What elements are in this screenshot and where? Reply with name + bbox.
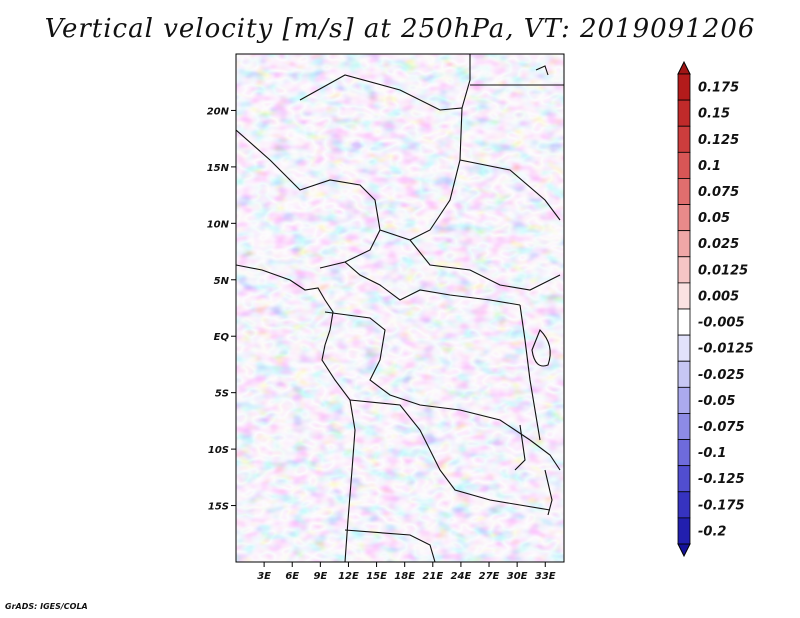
coastline [236,264,356,562]
colorbar-label: 0.05 [698,211,730,226]
lat-tick-label: 20N [207,106,230,117]
colorbar-swatch [677,334,691,362]
colorbar-swatch [677,439,691,467]
colorbar-label: -0.125 [698,472,745,487]
lake-victoria [531,329,551,367]
border-chad-libya [299,74,463,241]
longitude-axis: 3E 6E 9E 12E 15E 18E 21E 24E 27E 30E 33E [257,562,556,582]
map-frame [235,53,565,563]
colorbar-swatch [677,517,691,545]
lon-tick-label: 15E [366,571,387,582]
colorbar-label: 0.075 [698,185,739,200]
lon-tick-label: 33E [535,571,556,582]
colorbar-label: 0.1 [698,159,721,174]
lat-tick-label: 15S [208,502,229,513]
colorbar: 0.175 0.15 0.125 0.1 0.075 0.05 0.025 0.0125 0.0… [677,60,754,558]
lon-tick-label: 24E [451,571,472,582]
border-egypt [461,54,471,109]
border-east-drc [519,304,541,441]
lat-tick-label: 10S [208,445,229,456]
colorbar-label: -0.025 [698,368,745,383]
coast-red-sea [535,65,549,76]
chart-title: Vertical velocity [m/s] at 250hPa, VT: 2… [44,14,756,44]
border-congo [324,311,531,441]
colorbar-swatch [677,308,691,336]
colorbar-swatch [677,386,691,414]
lat-tick-label: EQ [214,332,230,343]
colorbar-label: 0.025 [698,237,739,252]
border-niger-nigeria [236,129,381,269]
colorbar-top-triangle [677,60,691,75]
lon-tick-label: 27E [479,571,500,582]
colorbar-label: 0.0125 [698,263,748,278]
lake-tanganyika [514,424,526,471]
lat-tick-label: 10N [207,219,230,230]
colorbar-swatch [677,99,691,127]
colorbar-label: -0.175 [698,498,745,513]
colorbar-swatch [677,465,691,493]
lon-tick-label: 18E [394,571,415,582]
colorbar-swatch [677,491,691,519]
colorbar-label: -0.05 [698,394,735,409]
lat-tick-label: 5N [214,276,230,287]
colorbar-label: 0.125 [698,133,739,148]
colorbar-label: -0.005 [698,316,745,331]
colorbar-swatch [677,413,691,440]
credit-text: GrADS: IGES/COLA [5,602,88,611]
colorbar-swatch [677,178,691,205]
border-car [409,239,561,291]
colorbar-swatch [677,282,691,310]
colorbar-label: -0.075 [698,420,745,435]
lon-tick-label: 9E [313,571,327,582]
colorbar-swatch [677,256,691,284]
lon-tick-label: 6E [285,571,299,582]
vertical-velocity-field [236,54,564,562]
border-namibia [344,529,436,562]
colorbar-swatch [677,230,691,258]
border-sudan [459,159,561,221]
map-panel [235,53,565,563]
colorbar-swatch [677,360,691,388]
colorbar-swatch [677,204,691,232]
colorbar-label: -0.2 [698,524,726,539]
lon-tick-label: 21E [422,571,443,582]
lat-tick-label: 15N [207,163,230,174]
colorbar-label: -0.1 [698,446,726,461]
colorbar-swatch [677,125,691,153]
lon-tick-label: 12E [338,571,359,582]
colorbar-label: 0.15 [698,107,730,122]
lake-malawi [544,469,553,516]
colorbar-label: 0.175 [698,81,739,96]
latitude-axis: 20N 15N 10N 5N EQ 5S 10S 15S [207,106,236,513]
colorbar-label: -0.0125 [698,342,754,357]
colorbar-swatch [677,73,691,101]
lat-tick-label: 5S [215,389,229,400]
border-angola-zambia [349,399,551,511]
border-cameroon-car [344,261,521,306]
colorbar-bottom-triangle [677,543,691,558]
colorbar-swatch [677,151,691,179]
country-borders [236,54,564,562]
border-tanzania [529,439,561,471]
colorbar-label: 0.005 [698,289,739,304]
lon-tick-label: 3E [257,571,271,582]
lon-tick-label: 30E [507,571,528,582]
